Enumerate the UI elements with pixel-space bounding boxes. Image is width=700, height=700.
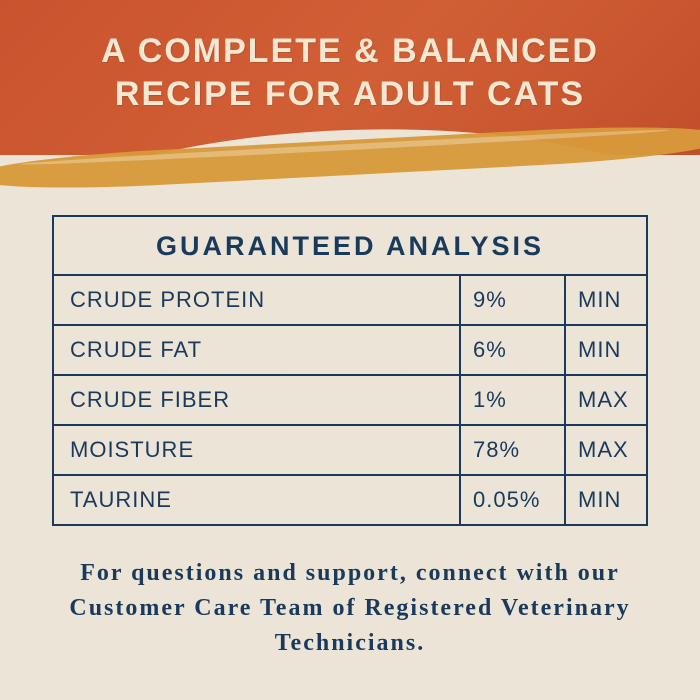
table-row: CRUDE FAT 6% MIN [54,326,646,376]
table-title: GUARANTEED ANALYSIS [54,217,646,276]
nutrient-name: MOISTURE [54,426,461,474]
table-row: TAURINE 0.05% MIN [54,476,646,524]
nutrient-bound: MIN [566,276,646,324]
nutrient-name: CRUDE FAT [54,326,461,374]
analysis-table: GUARANTEED ANALYSIS CRUDE PROTEIN 9% MIN… [52,215,648,526]
footer-note: For questions and support, connect with … [52,556,648,660]
nutrient-bound: MIN [566,476,646,524]
nutrient-value: 9% [461,276,566,324]
nutrient-name: CRUDE FIBER [54,376,461,424]
nutrient-bound: MIN [566,326,646,374]
headline-line-2: RECIPE FOR ADULT CATS [0,73,700,116]
nutrient-name: TAURINE [54,476,461,524]
table-row: CRUDE PROTEIN 9% MIN [54,276,646,326]
table-row: MOISTURE 78% MAX [54,426,646,476]
nutrient-value: 6% [461,326,566,374]
nutrient-value: 0.05% [461,476,566,524]
nutrient-bound: MAX [566,376,646,424]
nutrient-name: CRUDE PROTEIN [54,276,461,324]
table-row: CRUDE FIBER 1% MAX [54,376,646,426]
nutrient-value: 1% [461,376,566,424]
nutrient-value: 78% [461,426,566,474]
headline: A COMPLETE & BALANCED RECIPE FOR ADULT C… [0,30,700,115]
body-panel: GUARANTEED ANALYSIS CRUDE PROTEIN 9% MIN… [0,155,700,700]
nutrient-bound: MAX [566,426,646,474]
headline-line-1: A COMPLETE & BALANCED [0,30,700,73]
